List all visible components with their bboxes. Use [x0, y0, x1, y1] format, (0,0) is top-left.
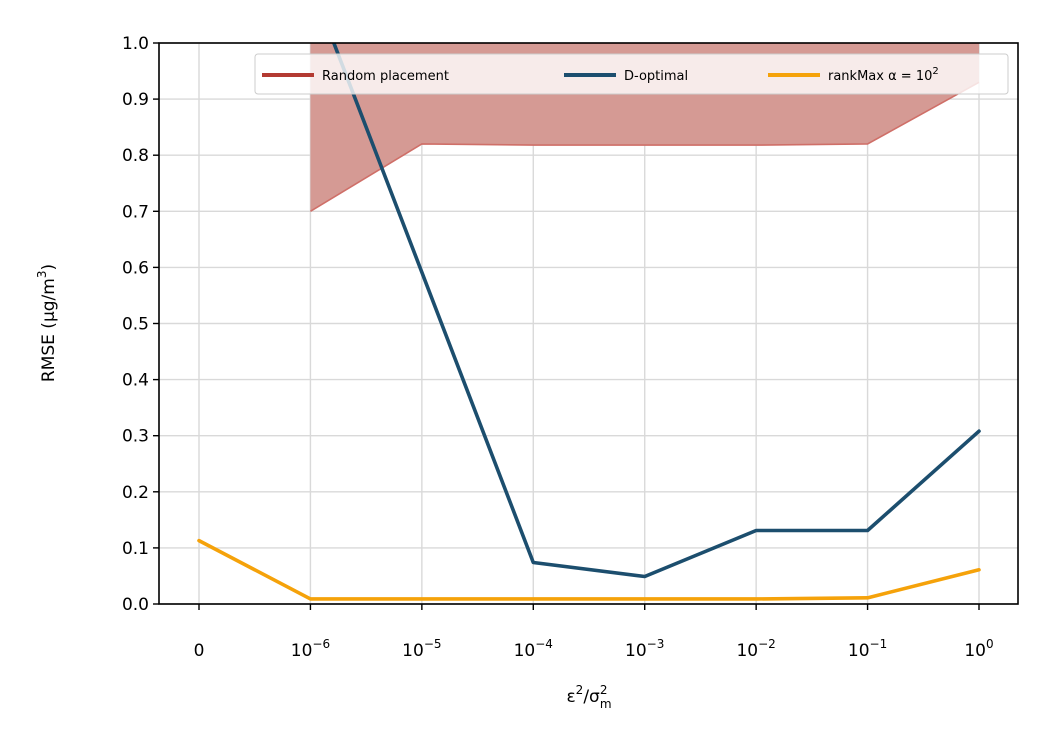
random-placement-lower-edge: [310, 81, 980, 212]
x-tick-label-2: 10−5: [402, 637, 441, 661]
rankmax-line: [197, 538, 981, 601]
x-tick-label-1: 10−6: [291, 637, 330, 661]
y-tick-label-0: 0.0: [122, 595, 149, 615]
legend: Random placement D-optimal rankMax α = 1…: [254, 53, 1009, 95]
x-tick-label-3: 10−4: [514, 637, 553, 661]
legend-label-random-placement: Random placement: [322, 69, 449, 84]
y-tick-label-8: 0.8: [122, 146, 149, 166]
legend-label-d-optimal: D-optimal: [624, 69, 688, 84]
legend-label-rankmax: rankMax α = 102: [828, 66, 939, 84]
axis-ticks: 0.0 0.1 0.2 0.3 0.4 0.5 0.6 0.7 0.8 0.9 1.0 0 10−6 10…: [122, 34, 994, 661]
y-tick-label-6: 0.6: [122, 258, 149, 278]
y-tick-label-10: 1.0: [122, 34, 149, 54]
y-tick-label-3: 0.3: [122, 427, 149, 447]
y-tick-label-5: 0.5: [122, 315, 149, 335]
y-tick-label-7: 0.7: [122, 202, 149, 222]
legend-box: [254, 53, 1009, 95]
x-tick-label-0: 0: [194, 641, 205, 661]
y-tick-label-2: 0.2: [122, 483, 149, 503]
d-optimal-line: [332, 43, 981, 579]
y-tick-label-9: 0.9: [122, 90, 149, 110]
x-tick-label-6: 10−1: [848, 637, 887, 661]
y-axis-label: RMSE (μg/m3): [35, 264, 59, 382]
x-tick-label-7: 100: [964, 637, 993, 661]
y-tick-label-4: 0.4: [122, 371, 149, 391]
x-tick-label-4: 10−3: [625, 637, 664, 661]
x-tick-label-5: 10−2: [736, 637, 775, 661]
series-lines: [197, 43, 981, 601]
x-axis-label: ε2/σ2 m: [566, 683, 611, 711]
y-tick-label-1: 0.1: [122, 539, 149, 559]
